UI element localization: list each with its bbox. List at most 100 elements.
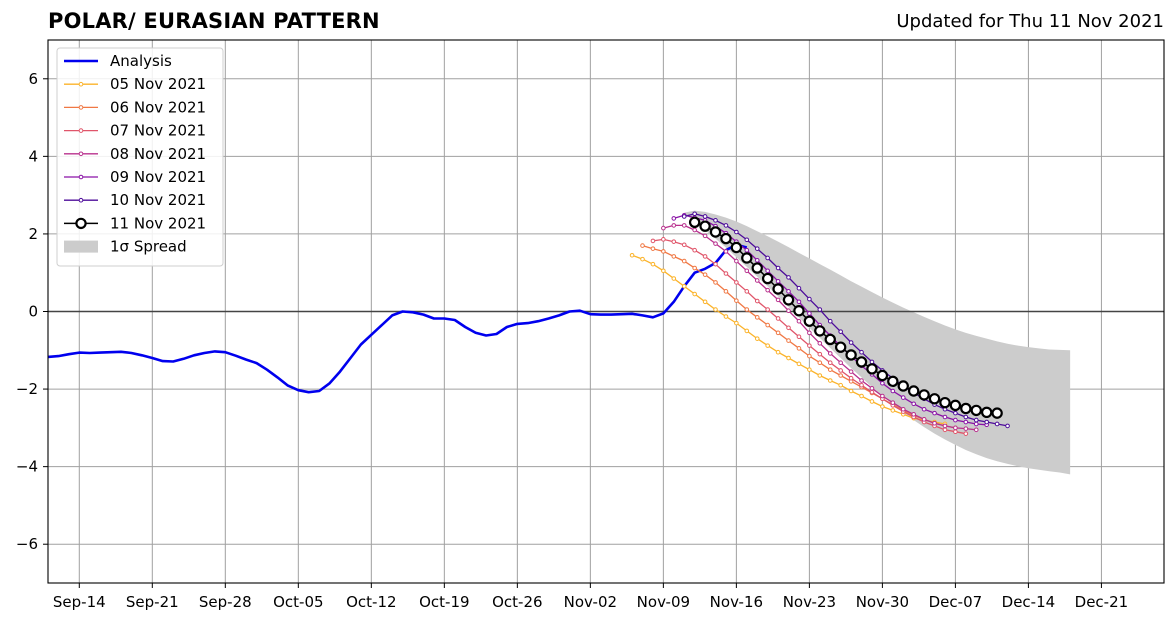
data-point xyxy=(876,369,889,382)
data-point xyxy=(775,265,781,271)
y-tick-label: 4 xyxy=(28,147,38,165)
x-tick-label: Oct-05 xyxy=(273,593,323,611)
data-point xyxy=(723,223,729,228)
data-point xyxy=(838,360,843,365)
data-point xyxy=(671,254,677,259)
data-point xyxy=(817,351,823,357)
data-point xyxy=(744,237,750,243)
data-point xyxy=(741,252,753,264)
data-point xyxy=(702,299,708,305)
data-point xyxy=(754,258,760,263)
data-point xyxy=(796,299,802,305)
data-point xyxy=(713,241,718,246)
data-point xyxy=(671,223,677,228)
data-point xyxy=(765,287,770,293)
data-point xyxy=(834,341,847,353)
x-tick-label: Oct-19 xyxy=(419,593,469,611)
x-tick-label: Sep-14 xyxy=(53,593,106,611)
data-point xyxy=(681,258,687,264)
data-point xyxy=(661,225,666,231)
data-point xyxy=(720,232,732,245)
data-point xyxy=(963,431,969,436)
data-point xyxy=(942,423,948,429)
data-point xyxy=(765,268,770,274)
data-point xyxy=(807,353,812,359)
x-tick-label: Nov-23 xyxy=(783,593,836,611)
data-point xyxy=(827,351,833,356)
data-point xyxy=(713,218,718,223)
data-point xyxy=(734,229,739,235)
data-point xyxy=(814,325,826,337)
series-line-analysis xyxy=(47,243,748,394)
data-point xyxy=(869,359,875,365)
data-point xyxy=(702,233,708,239)
data-point xyxy=(859,393,864,399)
data-point xyxy=(681,214,687,219)
data-point xyxy=(692,291,697,297)
legend-marker xyxy=(78,128,84,133)
data-point xyxy=(807,343,812,348)
data-point xyxy=(629,252,635,258)
data-point xyxy=(782,294,795,306)
data-point xyxy=(890,400,896,405)
data-point xyxy=(848,388,854,394)
data-point xyxy=(702,214,708,219)
x-tick-label: Nov-09 xyxy=(637,593,690,611)
data-point xyxy=(887,375,899,388)
data-point xyxy=(960,402,972,415)
data-point xyxy=(751,262,763,274)
data-point xyxy=(845,349,857,361)
data-point xyxy=(838,373,843,378)
data-point xyxy=(942,427,948,433)
data-point xyxy=(734,258,739,264)
data-point xyxy=(838,329,843,334)
legend-marker xyxy=(78,81,84,87)
legend-label: 10 Nov 2021 xyxy=(110,191,206,209)
legend-marker xyxy=(78,105,84,110)
data-point xyxy=(765,307,770,312)
y-tick-label: −6 xyxy=(16,535,38,553)
data-point xyxy=(692,247,697,253)
data-point xyxy=(688,216,701,228)
data-point xyxy=(793,305,805,317)
data-point xyxy=(692,227,697,233)
data-point xyxy=(869,389,875,395)
data-point xyxy=(681,242,687,248)
data-point xyxy=(827,378,833,383)
data-point xyxy=(775,330,781,336)
data-point xyxy=(848,340,854,345)
updated-date: Updated for Thu 11 Nov 2021 xyxy=(896,11,1164,32)
legend-label: Analysis xyxy=(110,52,172,70)
data-point xyxy=(723,249,729,254)
data-point xyxy=(994,421,1000,427)
data-point xyxy=(807,296,812,302)
data-point xyxy=(796,334,802,340)
data-point xyxy=(827,360,833,365)
legend-label: 06 Nov 2021 xyxy=(110,98,206,116)
legend-marker xyxy=(78,197,84,203)
legend-label: 07 Nov 2021 xyxy=(110,122,206,140)
data-point xyxy=(661,249,666,254)
data-point xyxy=(730,241,743,254)
data-point xyxy=(963,419,969,425)
data-point xyxy=(786,338,791,343)
data-point xyxy=(1005,423,1010,429)
data-point xyxy=(681,223,687,228)
data-point xyxy=(963,414,969,420)
data-point xyxy=(807,311,812,316)
data-point xyxy=(744,268,750,274)
data-point xyxy=(734,320,739,326)
data-point xyxy=(817,373,823,378)
x-tick-label: Nov-30 xyxy=(856,593,909,611)
data-point xyxy=(953,410,958,416)
data-point xyxy=(650,246,656,251)
data-point xyxy=(880,404,885,409)
data-point xyxy=(824,333,836,346)
data-point xyxy=(754,246,760,251)
data-point xyxy=(661,237,666,242)
data-point xyxy=(921,417,927,422)
data-point xyxy=(775,278,781,284)
data-point xyxy=(890,388,896,394)
data-point xyxy=(855,356,868,368)
data-point xyxy=(932,410,937,416)
